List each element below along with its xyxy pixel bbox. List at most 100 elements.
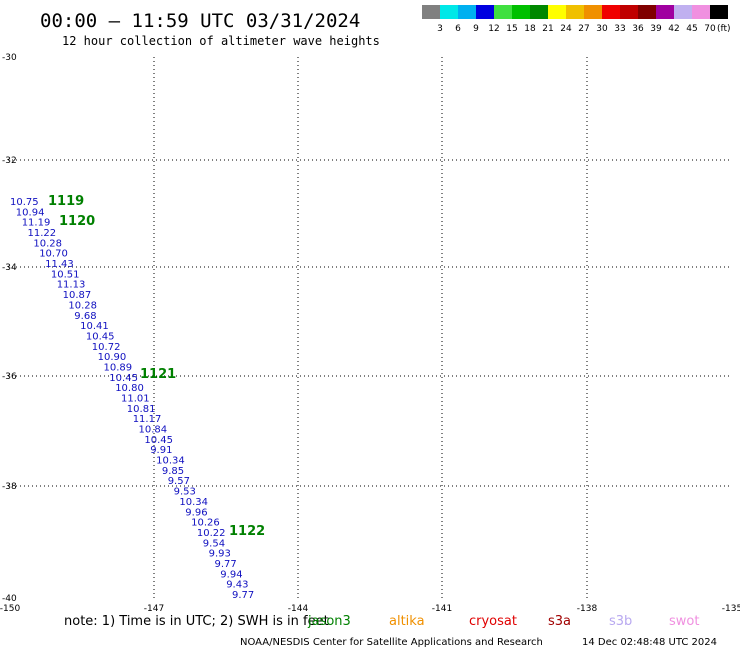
legend-label: 3 xyxy=(437,24,443,34)
legend-label: 45 xyxy=(686,24,697,34)
wave-height-value: 9.93 xyxy=(209,549,231,560)
legend-swatch xyxy=(602,5,620,19)
map-subtitle: 12 hour collection of altimeter wave hei… xyxy=(62,34,380,48)
wave-height-value: 9.91 xyxy=(150,445,172,456)
latitude-tick-label: -30 xyxy=(2,53,17,63)
altimeter-track: 10.7510.9411.1911.2210.2810.7011.4310.51… xyxy=(10,197,254,601)
wave-height-value: 10.45 xyxy=(144,435,173,446)
wave-height-value: 10.75 xyxy=(10,197,39,208)
pass-number-label: 1121 xyxy=(140,367,176,382)
longitude-tick-label: -138 xyxy=(577,604,598,614)
wave-height-value: 9.57 xyxy=(168,476,190,487)
legend-swatch xyxy=(710,5,728,19)
legend-label: 36 xyxy=(632,24,644,34)
generated-timestamp: 14 Dec 02:48:48 UTC 2024 xyxy=(582,637,717,648)
legend-swatch xyxy=(476,5,494,19)
satellite-name: cryosat xyxy=(469,614,517,629)
legend-swatch xyxy=(584,5,602,19)
wave-height-value: 9.96 xyxy=(185,507,207,518)
latitude-tick-label: -34 xyxy=(2,263,17,273)
legend-label: 15 xyxy=(506,24,517,34)
credit-text: NOAA/NESDIS Center for Satellite Applica… xyxy=(240,637,543,648)
legend-swatch xyxy=(620,5,638,19)
satellite-name: swot xyxy=(669,614,699,629)
map-grid xyxy=(8,57,732,598)
color-legend: 3 6 9 12 15 18 21 24 27 30 33 36 39 42 45 70 (ft) xyxy=(422,5,731,34)
legend-swatch xyxy=(530,5,548,19)
wave-height-value: 10.45 xyxy=(86,331,115,342)
wave-height-value: 11.17 xyxy=(133,414,162,425)
legend-swatch xyxy=(512,5,530,19)
satellite-name: altika xyxy=(389,614,425,629)
longitude-tick-label: -147 xyxy=(144,604,164,614)
wave-height-value: 10.28 xyxy=(68,300,97,311)
wave-height-value: 10.80 xyxy=(115,383,144,394)
legend-swatch xyxy=(692,5,710,19)
wave-height-value: 9.68 xyxy=(74,311,96,322)
footnote: note: 1) Time is in UTC; 2) SWH is in fe… xyxy=(64,614,329,629)
wave-height-value: 11.01 xyxy=(121,394,150,405)
wave-height-value: 10.28 xyxy=(33,238,62,249)
legend-swatch xyxy=(494,5,512,19)
legend-label: 39 xyxy=(650,24,662,34)
pass-number-label: 1119 xyxy=(48,194,84,209)
legend-label: 6 xyxy=(455,24,461,34)
legend-label: 27 xyxy=(578,24,589,34)
wave-height-value: 11.19 xyxy=(22,218,51,229)
wave-height-value: 10.26 xyxy=(191,518,220,529)
wave-height-value: 10.41 xyxy=(80,321,109,332)
legend-label: 21 xyxy=(542,24,553,34)
wave-height-value: 10.72 xyxy=(92,342,121,353)
legend-label: 9 xyxy=(473,24,479,34)
satellite-name: jason3 xyxy=(307,614,351,629)
wave-height-value: 9.85 xyxy=(162,466,184,477)
wave-height-value: 10.87 xyxy=(63,290,92,301)
axis-tick-labels: -150 -147 -144 -141 -138 -135 -30 -32 -34 -36 -38 -… xyxy=(0,53,740,614)
legend-swatch xyxy=(440,5,458,19)
satellite-legend: jason3 altika cryosat s3a s3b swot xyxy=(307,614,699,629)
legend-swatch xyxy=(458,5,476,19)
satellite-name: s3a xyxy=(548,614,571,629)
legend-swatch xyxy=(674,5,692,19)
wave-height-value: 10.34 xyxy=(156,456,185,467)
legend-label: 12 xyxy=(488,24,499,34)
satellite-name: s3b xyxy=(609,614,632,629)
legend-swatch xyxy=(548,5,566,19)
longitude-tick-label: -141 xyxy=(432,604,452,614)
map-title: 00:00 – 11:59 UTC 03/31/2024 xyxy=(40,10,360,32)
wave-height-value: 9.54 xyxy=(203,538,225,549)
pass-number-label: 1120 xyxy=(59,214,95,229)
legend-swatch xyxy=(422,5,440,19)
pass-labels: 1119 1120 1121 1122 xyxy=(48,194,265,539)
legend-label: 33 xyxy=(614,24,625,34)
wave-height-value: 10.34 xyxy=(179,497,208,508)
wave-height-value: 10.45 xyxy=(109,373,138,384)
latitude-tick-label: -36 xyxy=(2,372,17,382)
wave-height-value: 10.22 xyxy=(197,528,226,539)
latitude-tick-label: -40 xyxy=(2,594,17,604)
legend-swatch xyxy=(638,5,656,19)
legend-swatch xyxy=(656,5,674,19)
wave-height-value: 9.94 xyxy=(220,569,242,580)
wave-height-value: 9.77 xyxy=(215,559,237,570)
legend-label: 42 xyxy=(668,24,679,34)
wave-height-value: 10.89 xyxy=(104,363,133,374)
latitude-tick-label: -38 xyxy=(2,482,17,492)
legend-label: 18 xyxy=(524,24,536,34)
longitude-tick-label: -144 xyxy=(288,604,309,614)
wave-height-value: 10.94 xyxy=(16,207,45,218)
wave-height-value: 11.22 xyxy=(28,228,57,239)
pass-number-label: 1122 xyxy=(229,524,265,539)
legend-swatch xyxy=(566,5,584,19)
wave-height-value: 9.77 xyxy=(232,590,254,601)
wave-height-value: 10.90 xyxy=(98,352,127,363)
wave-height-value: 9.53 xyxy=(174,487,196,498)
wave-height-value: 10.84 xyxy=(139,425,168,436)
legend-label: 70 xyxy=(704,24,716,34)
latitude-tick-label: -32 xyxy=(2,156,17,166)
wave-height-value: 10.51 xyxy=(51,269,80,280)
legend-label: 24 xyxy=(560,24,572,34)
wave-height-value: 11.43 xyxy=(45,259,74,270)
wave-height-value: 10.81 xyxy=(127,404,156,415)
